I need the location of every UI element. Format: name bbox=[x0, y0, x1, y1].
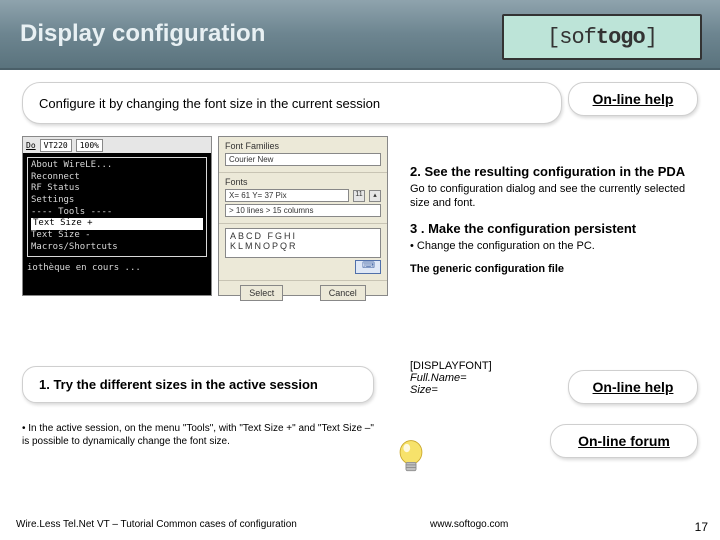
step1-heading: 1. Try the different sizes in the active… bbox=[39, 377, 318, 392]
config-line2: Size= bbox=[410, 384, 492, 396]
step3-bullet: • Change the configuration on the PC. bbox=[410, 240, 702, 254]
pda-line-highlight: Text Size + bbox=[31, 218, 203, 230]
config-section: [DISPLAYFONT] bbox=[410, 360, 492, 372]
generic-config-title: The generic configuration file bbox=[410, 263, 702, 277]
pda-line: RF Status bbox=[31, 183, 203, 195]
content-area: Configure it by changing the font size i… bbox=[0, 70, 720, 510]
pda-screenshot: Do VT220 100% About WireLE... Reconnect … bbox=[22, 136, 212, 296]
pda-line: ---- Tools ---- bbox=[31, 207, 203, 219]
logo: [softogo] bbox=[502, 14, 702, 60]
pda-body: About WireLE... Reconnect RF Status Sett… bbox=[23, 153, 211, 278]
pda-line: iothèque en cours ... bbox=[27, 263, 207, 275]
config-description: Configure it by changing the font size i… bbox=[22, 82, 562, 124]
pda-line: Reconnect bbox=[31, 172, 203, 184]
right-column: 2. See the resulting configuration in th… bbox=[410, 164, 702, 287]
pda-menu: Do bbox=[26, 141, 36, 150]
font-family-label: Font Families bbox=[225, 141, 381, 151]
pda-mode: VT220 bbox=[40, 139, 72, 152]
online-help-link-top[interactable]: On-line help bbox=[568, 82, 698, 116]
pda-zoom: 100% bbox=[76, 139, 103, 152]
select-button[interactable]: Select bbox=[240, 285, 283, 301]
lines-value: > 10 lines > 15 columns bbox=[225, 204, 381, 217]
fonts-label: Fonts bbox=[225, 177, 381, 187]
font-dialog-screenshot: Font Families Courier New Fonts X= 61 Y=… bbox=[218, 136, 388, 296]
step2-heading: 2. See the resulting configuration in th… bbox=[410, 164, 702, 179]
sample-section: ABCD FGHI KLMNOPQR bbox=[219, 224, 387, 281]
step1-note: • In the active session, on the menu "To… bbox=[22, 422, 374, 448]
sample-line1: ABCD FGHI bbox=[230, 231, 376, 241]
pda-line: Text Size - bbox=[31, 230, 203, 242]
pda-line: Macros/Shortcuts bbox=[31, 242, 203, 254]
xy-value: X= 61 Y= 37 Pix bbox=[225, 189, 349, 202]
font-family-value: Courier New bbox=[225, 153, 381, 166]
dialog-buttons: Select Cancel bbox=[219, 281, 387, 305]
logo-text: [softogo] bbox=[547, 25, 657, 50]
config-description-text: Configure it by changing the font size i… bbox=[39, 96, 380, 111]
footer-url: www.softogo.com bbox=[430, 519, 508, 530]
pda-line: Settings bbox=[31, 195, 203, 207]
font-family-section: Font Families Courier New bbox=[219, 137, 387, 173]
keyboard-icon bbox=[355, 260, 381, 274]
step2-body: Go to configuration dialog and see the c… bbox=[410, 183, 702, 211]
page-number: 17 bbox=[695, 520, 708, 534]
spin-value: 11 bbox=[353, 190, 365, 202]
spin-arrows: ▴ bbox=[369, 190, 381, 202]
online-forum-link[interactable]: On-line forum bbox=[550, 424, 698, 458]
pda-topbar: Do VT220 100% bbox=[23, 137, 211, 153]
pda-menu-box: About WireLE... Reconnect RF Status Sett… bbox=[27, 157, 207, 257]
step1-note-text: • In the active session, on the menu "To… bbox=[22, 423, 374, 447]
config-line1: Full.Name= bbox=[410, 372, 492, 384]
lightbulb-icon bbox=[394, 438, 428, 480]
step1-box: 1. Try the different sizes in the active… bbox=[22, 366, 374, 403]
page-title: Display configuration bbox=[20, 20, 265, 48]
config-file-snippet: [DISPLAYFONT] Full.Name= Size= bbox=[410, 360, 492, 396]
font-sample: ABCD FGHI KLMNOPQR bbox=[225, 228, 381, 258]
pda-line: About WireLE... bbox=[31, 160, 203, 172]
online-help-link-mid[interactable]: On-line help bbox=[568, 370, 698, 404]
cancel-button[interactable]: Cancel bbox=[320, 285, 366, 301]
header-bar: Display configuration [softogo] bbox=[0, 0, 720, 70]
footer-left: Wire.Less Tel.Net VT – Tutorial Common c… bbox=[16, 519, 297, 530]
step3-heading: 3 . Make the configuration persistent bbox=[410, 221, 702, 236]
sample-line2: KLMNOPQR bbox=[230, 241, 376, 251]
fonts-section: Fonts X= 61 Y= 37 Pix 11 ▴ > 10 lines > … bbox=[219, 173, 387, 224]
